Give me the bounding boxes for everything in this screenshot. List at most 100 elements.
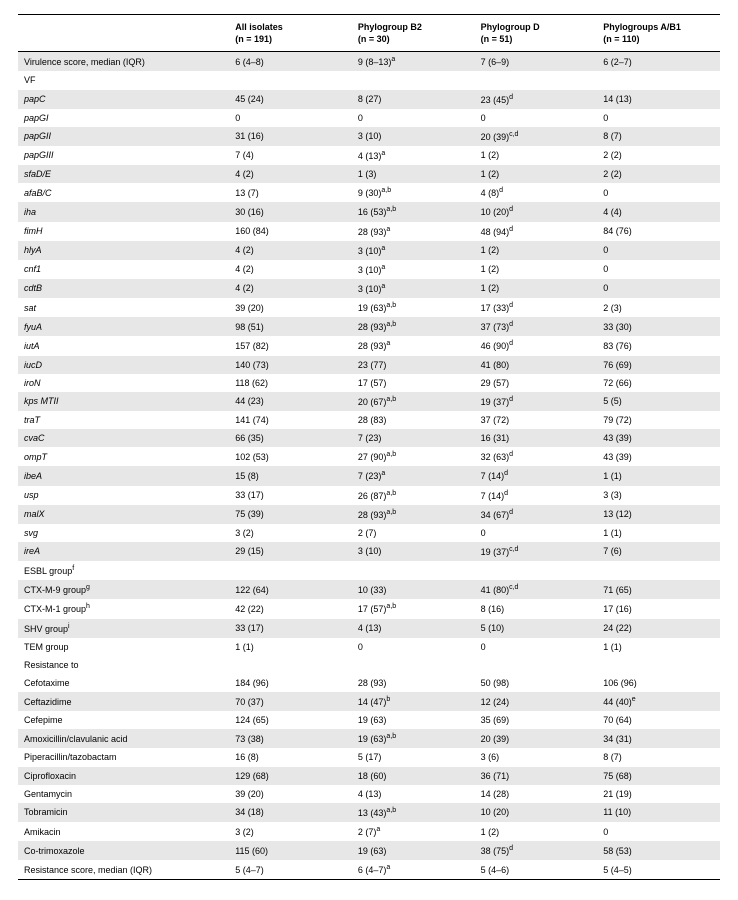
- data-cell: 12 (24): [475, 692, 598, 711]
- data-cell: 1 (1): [229, 638, 352, 656]
- data-cell: 3 (2): [229, 524, 352, 542]
- table-row: CTX-M-9 groupg122 (64)10 (33)41 (80)c,d7…: [18, 580, 720, 599]
- data-cell: 50 (98): [475, 674, 598, 692]
- data-cell: 19 (63): [352, 711, 475, 729]
- data-cell: 3 (10): [352, 542, 475, 561]
- table-row: Ceftazidime70 (37)14 (47)b12 (24)44 (40)…: [18, 692, 720, 711]
- row-label: fyuA: [18, 317, 229, 336]
- data-cell: 41 (80): [475, 356, 598, 374]
- data-cell: 14 (47)b: [352, 692, 475, 711]
- data-cell: 42 (22): [229, 599, 352, 618]
- data-cell: 2 (7): [352, 524, 475, 542]
- data-table: All isolates(n = 191)Phylogroup B2(n = 3…: [18, 14, 720, 880]
- data-cell: 2 (2): [597, 146, 720, 165]
- row-label: ibeA: [18, 466, 229, 485]
- empty-cell: [597, 71, 720, 89]
- data-cell: 48 (94)d: [475, 222, 598, 241]
- data-cell: 66 (35): [229, 429, 352, 447]
- data-cell: 102 (53): [229, 447, 352, 466]
- data-cell: 3 (3): [597, 486, 720, 505]
- table-row: sat39 (20)19 (63)a,b17 (33)d2 (3): [18, 298, 720, 317]
- row-label: CTX-M-1 grouph: [18, 599, 229, 618]
- data-cell: 32 (63)d: [475, 447, 598, 466]
- data-cell: 9 (8–13)a: [352, 52, 475, 72]
- data-cell: 0: [352, 638, 475, 656]
- empty-cell: [229, 561, 352, 580]
- data-cell: 0: [229, 109, 352, 127]
- row-label: Amikacin: [18, 822, 229, 841]
- data-cell: 1 (2): [475, 165, 598, 183]
- data-cell: 5 (17): [352, 748, 475, 766]
- table-row: ireA29 (15)3 (10)19 (37)c,d7 (6): [18, 542, 720, 561]
- table-row: iroN118 (62)17 (57)29 (57)72 (66): [18, 374, 720, 392]
- table-row: cdtB4 (2)3 (10)a1 (2)0: [18, 279, 720, 298]
- table-row: papGI0000: [18, 109, 720, 127]
- data-cell: 10 (20): [475, 803, 598, 822]
- data-cell: 106 (96): [597, 674, 720, 692]
- data-cell: 20 (39): [475, 729, 598, 748]
- data-cell: 4 (13)a: [352, 146, 475, 165]
- data-cell: 4 (2): [229, 165, 352, 183]
- data-cell: 0: [475, 109, 598, 127]
- row-label: papC: [18, 90, 229, 109]
- data-cell: 1 (2): [475, 279, 598, 298]
- data-cell: 129 (68): [229, 767, 352, 785]
- row-label: iucD: [18, 356, 229, 374]
- table-row: cnf14 (2)3 (10)a1 (2)0: [18, 260, 720, 279]
- row-label: iha: [18, 202, 229, 221]
- table-row: Tobramicin34 (18)13 (43)a,b10 (20)11 (10…: [18, 803, 720, 822]
- row-label: fimH: [18, 222, 229, 241]
- data-cell: 83 (76): [597, 336, 720, 355]
- data-cell: 29 (57): [475, 374, 598, 392]
- row-label: Gentamycin: [18, 785, 229, 803]
- data-cell: 5 (4–7): [229, 860, 352, 880]
- data-cell: 28 (83): [352, 411, 475, 429]
- row-label: TEM group: [18, 638, 229, 656]
- data-cell: 6 (4–7)a: [352, 860, 475, 880]
- data-cell: 46 (90)d: [475, 336, 598, 355]
- table-row: afaB/C13 (7)9 (30)a,b4 (8)d0: [18, 183, 720, 202]
- data-cell: 7 (4): [229, 146, 352, 165]
- data-cell: 28 (93)a,b: [352, 317, 475, 336]
- data-cell: 141 (74): [229, 411, 352, 429]
- data-cell: 115 (60): [229, 841, 352, 860]
- table-row: hlyA4 (2)3 (10)a1 (2)0: [18, 241, 720, 260]
- col-subtitle: (n = 51): [481, 34, 513, 44]
- row-label: usp: [18, 486, 229, 505]
- data-cell: 13 (43)a,b: [352, 803, 475, 822]
- data-cell: 0: [475, 638, 598, 656]
- data-cell: 71 (65): [597, 580, 720, 599]
- col-title: All isolates: [235, 22, 283, 32]
- empty-cell: [475, 656, 598, 674]
- row-label: sat: [18, 298, 229, 317]
- data-cell: 0: [597, 183, 720, 202]
- data-cell: 43 (39): [597, 447, 720, 466]
- data-cell: 118 (62): [229, 374, 352, 392]
- data-cell: 19 (37)c,d: [475, 542, 598, 561]
- section-row: VF: [18, 71, 720, 89]
- data-cell: 9 (30)a,b: [352, 183, 475, 202]
- data-cell: 3 (10)a: [352, 241, 475, 260]
- data-cell: 0: [597, 822, 720, 841]
- data-cell: 41 (80)c,d: [475, 580, 598, 599]
- row-label: traT: [18, 411, 229, 429]
- data-cell: 28 (93)a: [352, 222, 475, 241]
- table-row: traT141 (74)28 (83)37 (72)79 (72): [18, 411, 720, 429]
- data-cell: 17 (57)a,b: [352, 599, 475, 618]
- data-cell: 79 (72): [597, 411, 720, 429]
- data-cell: 7 (14)d: [475, 486, 598, 505]
- data-cell: 4 (13): [352, 619, 475, 638]
- data-cell: 13 (12): [597, 505, 720, 524]
- data-cell: 75 (39): [229, 505, 352, 524]
- row-label: Resistance score, median (IQR): [18, 860, 229, 880]
- data-cell: 140 (73): [229, 356, 352, 374]
- data-cell: 3 (10)a: [352, 260, 475, 279]
- data-cell: 33 (17): [229, 619, 352, 638]
- data-cell: 44 (40)e: [597, 692, 720, 711]
- data-cell: 0: [597, 260, 720, 279]
- col-header: All isolates(n = 191): [229, 15, 352, 52]
- row-label: iroN: [18, 374, 229, 392]
- data-cell: 26 (87)a,b: [352, 486, 475, 505]
- data-cell: 70 (37): [229, 692, 352, 711]
- empty-cell: [352, 656, 475, 674]
